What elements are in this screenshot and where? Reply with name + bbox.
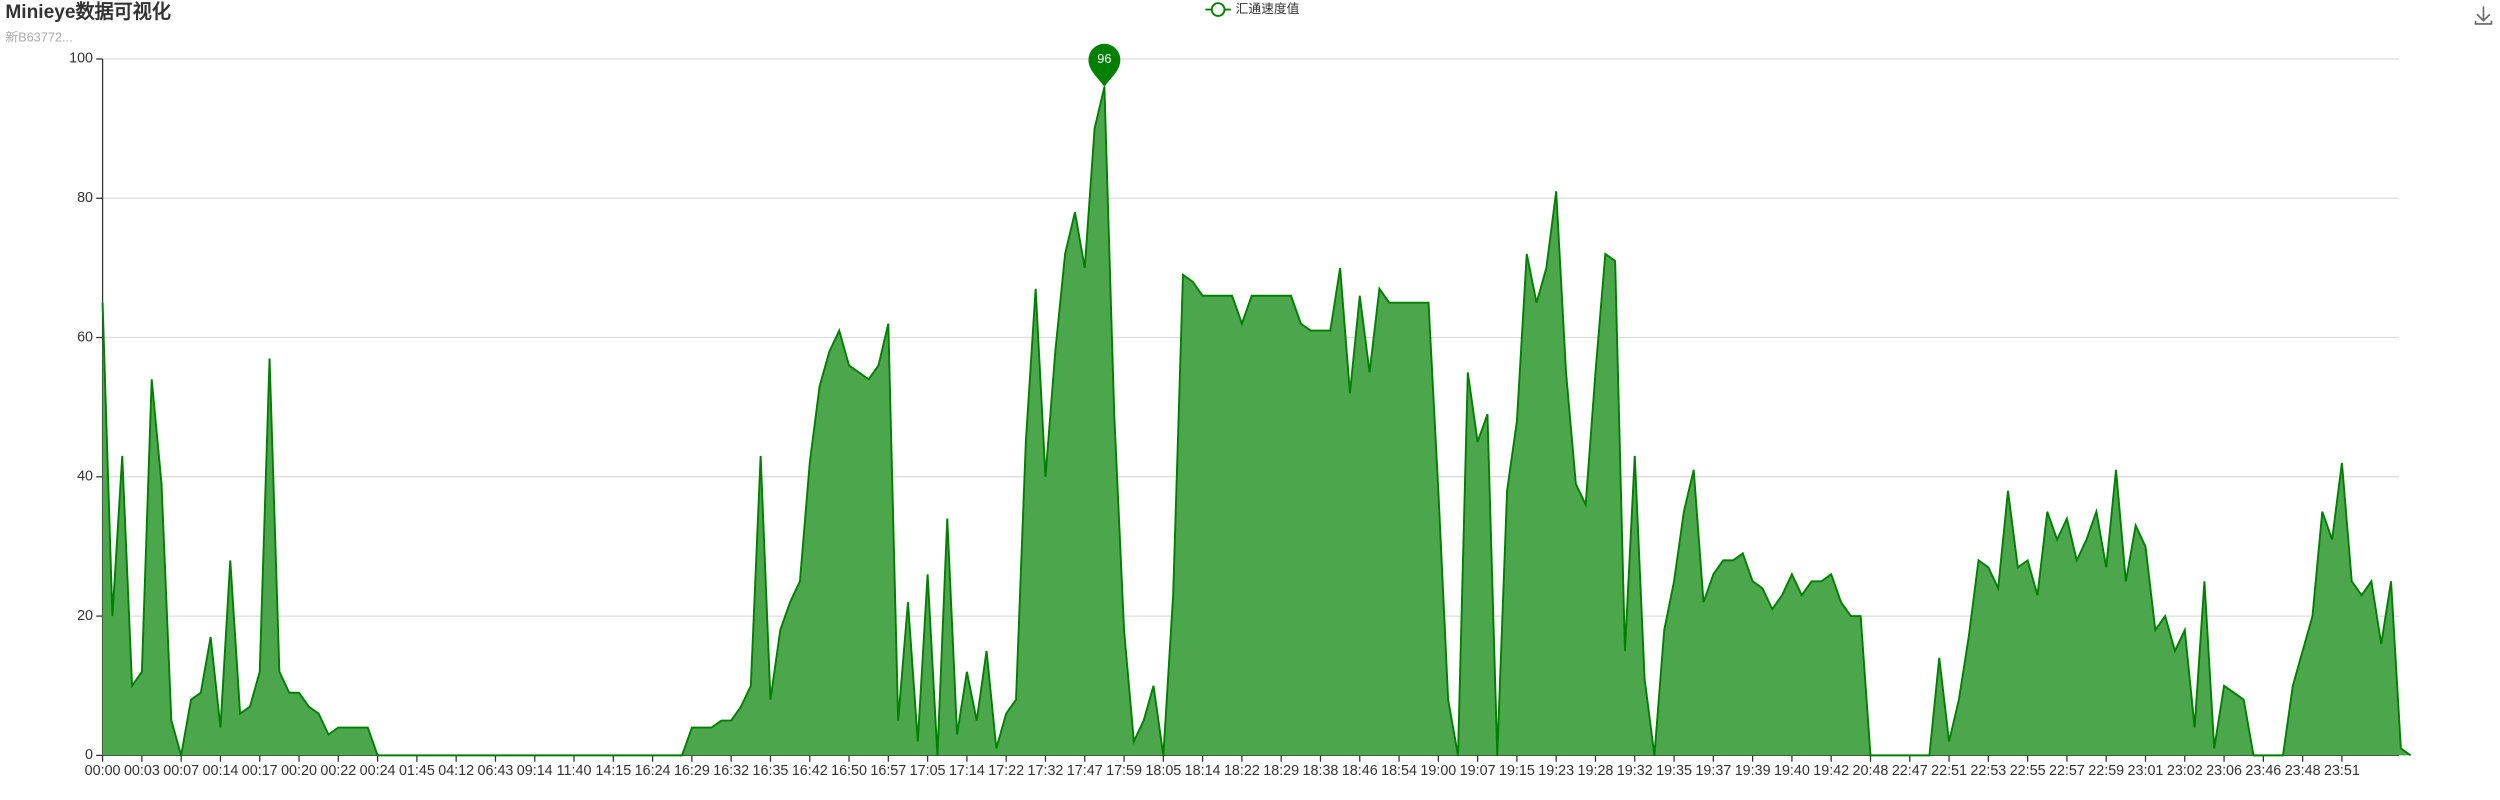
x-tick-label: 14:15 <box>595 763 631 779</box>
x-tick-label: 00:00 <box>85 763 121 779</box>
x-tick-label: 22:53 <box>1970 763 2006 779</box>
x-tick-label: 22:51 <box>1931 763 1967 779</box>
x-tick-label: 16:57 <box>870 763 906 779</box>
x-tick-label: 19:40 <box>1774 763 1810 779</box>
max-pin <box>1088 43 1121 87</box>
chart-title: Minieye数据可视化 <box>5 0 171 23</box>
area <box>102 86 2411 756</box>
x-tick-label: 00:07 <box>163 763 199 779</box>
x-tick-label: 23:01 <box>2128 763 2164 779</box>
x-tick-label: 18:22 <box>1224 763 1260 779</box>
x-tick-label: 20:48 <box>1853 763 1889 779</box>
x-tick-label: 16:50 <box>831 763 867 779</box>
x-tick-label: 00:03 <box>124 763 160 779</box>
x-tick-label: 19:35 <box>1656 763 1692 779</box>
y-tick-label: 80 <box>77 190 93 206</box>
x-tick-label: 19:07 <box>1460 763 1496 779</box>
y-tick-label: 100 <box>69 51 93 67</box>
x-tick-label: 17:14 <box>949 763 985 779</box>
x-tick-label: 19:15 <box>1499 763 1535 779</box>
x-tick-label: 19:39 <box>1735 763 1771 779</box>
x-tick-label: 22:57 <box>2049 763 2085 779</box>
x-tick-label: 22:47 <box>1892 763 1928 779</box>
x-tick-label: 19:28 <box>1578 763 1614 779</box>
x-tick-label: 18:46 <box>1342 763 1378 779</box>
x-tick-label: 00:24 <box>360 763 396 779</box>
x-tick-label: 17:22 <box>988 763 1024 779</box>
y-tick-label: 60 <box>77 329 93 345</box>
x-tick-label: 19:42 <box>1813 763 1849 779</box>
x-tick-label: 16:42 <box>792 763 828 779</box>
y-tick-label: 0 <box>85 747 93 763</box>
x-tick-label: 16:24 <box>635 763 671 779</box>
x-tick-label: 17:32 <box>1028 763 1064 779</box>
x-tick-label: 00:14 <box>203 763 239 779</box>
x-tick-label: 18:54 <box>1381 763 1417 779</box>
x-tick-label: 09:14 <box>517 763 553 779</box>
x-tick-label: 19:00 <box>1420 763 1456 779</box>
x-tick-label: 22:59 <box>2088 763 2124 779</box>
x-tick-label: 18:38 <box>1303 763 1339 779</box>
x-tick-label: 17:05 <box>910 763 946 779</box>
chart-subtitle: 新B63772... <box>5 30 72 45</box>
x-tick-label: 16:35 <box>753 763 789 779</box>
x-tick-label: 18:05 <box>1145 763 1181 779</box>
x-tick-label: 18:14 <box>1185 763 1221 779</box>
x-tick-label: 17:59 <box>1106 763 1142 779</box>
x-tick-label: 19:32 <box>1617 763 1653 779</box>
x-tick-label: 11:40 <box>557 763 592 779</box>
download-icon[interactable] <box>2474 6 2493 25</box>
line <box>101 86 2412 757</box>
max-pin-label: 96 <box>1097 51 1111 66</box>
x-tick-label: 23:06 <box>2206 763 2242 779</box>
x-tick-label: 23:46 <box>2245 763 2281 779</box>
x-tick-label: 06:43 <box>478 763 514 779</box>
x-tick-label: 00:22 <box>320 763 356 779</box>
x-tick-label: 16:32 <box>713 763 749 779</box>
x-tick-label: 17:47 <box>1067 763 1103 779</box>
y-tick-label: 20 <box>77 608 93 624</box>
legend-label: 汇通速度值 <box>1236 1 1300 16</box>
legend-marker <box>1210 2 1226 17</box>
y-tick-label: 40 <box>77 469 93 485</box>
x-tick-label: 19:37 <box>1695 763 1731 779</box>
x-tick-label: 19:23 <box>1538 763 1574 779</box>
x-tick-label: 00:20 <box>281 763 317 779</box>
x-tick-label: 22:55 <box>2010 763 2046 779</box>
x-tick-label: 00:17 <box>242 763 278 779</box>
x-tick-label: 16:29 <box>674 763 710 779</box>
x-tick-label: 23:48 <box>2285 763 2321 779</box>
x-tick-label: 18:29 <box>1263 763 1299 779</box>
x-tick-label: 01:45 <box>399 763 435 779</box>
x-tick-label: 04:12 <box>438 763 474 779</box>
x-tick-label: 23:02 <box>2167 763 2203 779</box>
x-tick-label: 23:51 <box>2324 763 2360 779</box>
